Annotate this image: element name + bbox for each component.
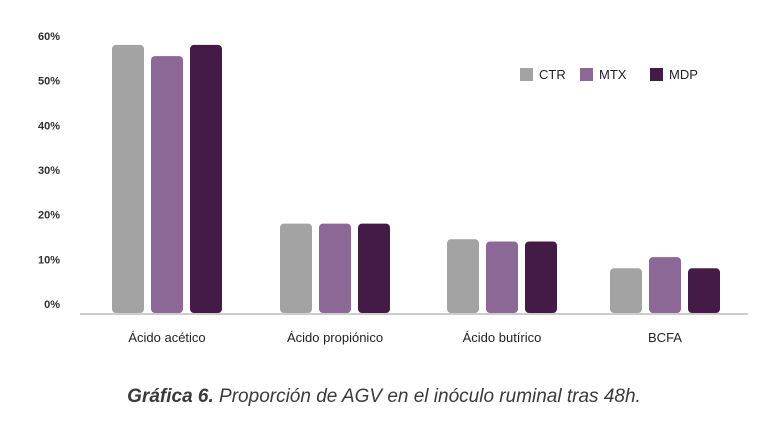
x-category-label: Ácido propiónico xyxy=(287,330,383,345)
bar-mtx-4 xyxy=(649,257,681,313)
bar-mdp-2 xyxy=(358,223,390,313)
figure-caption: Gráfica 6. Proporción de AGV en el inócu… xyxy=(0,386,768,408)
legend-swatch-mtx xyxy=(580,68,593,81)
y-tick-label: 0% xyxy=(44,299,60,311)
bar-mtx-3 xyxy=(486,241,518,313)
bar-mdp-4 xyxy=(688,268,720,313)
bar-ctr-2 xyxy=(280,223,312,313)
bars xyxy=(112,44,720,313)
bar-mdp-1 xyxy=(190,44,222,313)
bar-ctr-1 xyxy=(112,44,144,313)
y-axis: 0% 10% 20% 30% 40% 50% 60% xyxy=(38,31,60,311)
y-tick-label: 60% xyxy=(38,31,60,43)
legend-label-mdp: MDP xyxy=(669,67,698,82)
y-tick-label: 20% xyxy=(38,210,60,222)
bar-chart: 0%10%20%30%40%50%60% Ácido acético Ácido … xyxy=(38,31,748,345)
x-axis-categories: Ácido acético Ácido propiónico Ácido butír… xyxy=(128,330,682,345)
x-category-label: BCFA xyxy=(648,330,682,345)
x-category-label: Ácido acético xyxy=(128,330,205,345)
x-category-label: Ácido butírico xyxy=(463,330,542,345)
bar-mdp-3 xyxy=(525,241,557,313)
caption-text: Proporción de AGV en el inóculo ruminal … xyxy=(213,386,641,407)
y-tick-label: 50% xyxy=(38,76,60,88)
y-tick-label: 40% xyxy=(38,120,60,132)
legend-label-ctr: CTR xyxy=(539,67,566,82)
caption-label: Gráfica 6. xyxy=(127,386,214,407)
bar-mtx-2 xyxy=(319,223,351,313)
bar-mtx-1 xyxy=(151,56,183,313)
bar-ctr-3 xyxy=(447,239,479,313)
legend-swatch-ctr xyxy=(520,68,533,81)
legend-label-mtx: MTX xyxy=(599,67,627,82)
y-tick-label: 30% xyxy=(38,165,60,177)
legend-swatch-mdp xyxy=(650,68,663,81)
y-tick-label: 10% xyxy=(38,254,60,266)
legend: CTR MTX MDP xyxy=(520,67,698,82)
bar-ctr-4 xyxy=(610,268,642,313)
